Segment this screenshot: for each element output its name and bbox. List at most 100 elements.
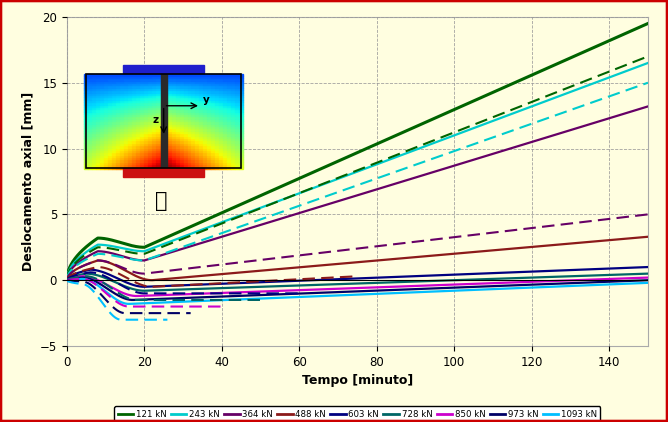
Bar — [84, 83, 88, 86]
Bar — [172, 154, 176, 157]
Bar — [120, 128, 124, 131]
Bar — [88, 119, 92, 121]
Bar — [227, 131, 231, 133]
Bar — [176, 114, 180, 116]
Bar — [132, 83, 136, 86]
Bar — [184, 154, 188, 157]
Bar — [104, 88, 108, 90]
Bar — [140, 90, 144, 93]
Bar — [211, 124, 215, 126]
Bar — [196, 76, 200, 78]
Bar — [96, 154, 100, 157]
Bar — [156, 143, 160, 145]
Bar — [200, 109, 204, 112]
Bar — [84, 141, 88, 143]
Bar — [96, 138, 100, 141]
Bar — [231, 97, 235, 100]
Bar — [196, 95, 200, 97]
Bar — [148, 114, 152, 116]
Bar — [88, 114, 92, 116]
Bar — [152, 81, 156, 83]
Bar — [108, 105, 112, 107]
Bar — [140, 76, 144, 78]
Bar — [96, 160, 100, 162]
Bar — [227, 141, 231, 143]
Bar — [196, 152, 200, 154]
Bar — [136, 76, 140, 78]
Bar — [180, 83, 184, 86]
Bar — [128, 138, 132, 141]
Bar — [200, 112, 204, 114]
Bar — [188, 105, 192, 107]
Bar — [108, 116, 112, 119]
Bar — [104, 109, 108, 112]
Bar — [168, 135, 172, 138]
Bar — [152, 141, 156, 143]
Bar — [128, 124, 132, 126]
Bar — [160, 135, 164, 138]
Bar — [144, 107, 148, 109]
Bar — [223, 126, 227, 128]
Bar — [104, 128, 108, 131]
Bar — [188, 152, 192, 154]
Bar — [128, 76, 132, 78]
Bar — [223, 167, 227, 169]
Bar — [120, 97, 124, 100]
Bar — [144, 112, 148, 114]
Bar — [152, 90, 156, 93]
Bar — [152, 152, 156, 154]
Bar — [100, 105, 104, 107]
Bar — [100, 112, 104, 114]
Bar — [239, 76, 243, 78]
Bar — [92, 121, 96, 124]
Bar — [88, 105, 92, 107]
Bar — [92, 167, 96, 169]
Bar — [211, 138, 215, 141]
Bar — [235, 100, 239, 102]
Bar — [116, 109, 120, 112]
Bar — [196, 86, 200, 88]
Bar — [92, 157, 96, 160]
Bar — [156, 88, 160, 90]
Bar — [100, 124, 104, 126]
Bar — [112, 83, 116, 86]
Bar — [200, 121, 204, 124]
Bar — [140, 133, 144, 135]
Bar — [112, 145, 116, 148]
Bar — [231, 102, 235, 105]
Bar — [223, 90, 227, 93]
Bar — [148, 145, 152, 148]
Bar — [196, 90, 200, 93]
Bar — [112, 150, 116, 152]
Bar — [164, 102, 168, 105]
Bar — [172, 109, 176, 112]
Bar — [196, 81, 200, 83]
Bar — [168, 93, 172, 95]
Bar — [184, 128, 188, 131]
Bar — [223, 83, 227, 86]
Bar — [227, 100, 231, 102]
Bar — [92, 164, 96, 167]
Bar — [172, 138, 176, 141]
Bar — [104, 164, 108, 167]
Bar — [211, 90, 215, 93]
Bar — [192, 131, 196, 133]
Bar — [184, 138, 188, 141]
Bar — [120, 105, 124, 107]
Bar — [152, 138, 156, 141]
Bar — [176, 116, 180, 119]
Bar — [211, 83, 215, 86]
Bar — [176, 81, 180, 83]
Bar — [196, 143, 200, 145]
Bar — [156, 119, 160, 121]
Bar — [124, 100, 128, 102]
Bar — [235, 107, 239, 109]
Bar — [116, 81, 120, 83]
Bar — [96, 102, 100, 105]
Bar — [188, 100, 192, 102]
Bar — [215, 157, 219, 160]
Bar — [200, 126, 204, 128]
Bar — [215, 145, 219, 148]
Bar — [180, 76, 184, 78]
Bar — [184, 81, 188, 83]
